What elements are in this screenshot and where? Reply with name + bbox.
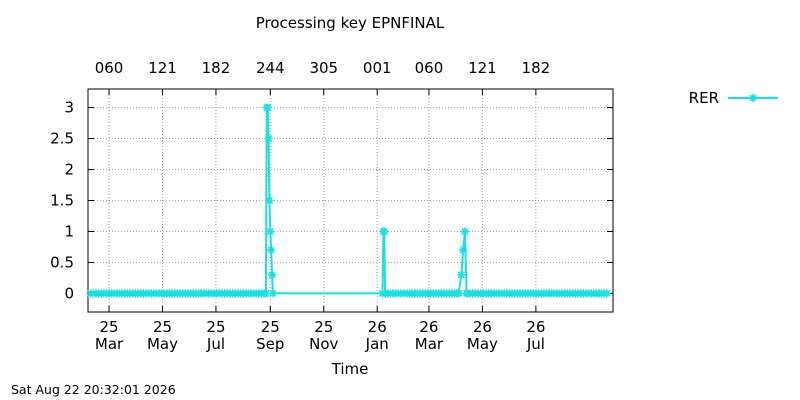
x-tick-label-month: Mar xyxy=(95,335,124,353)
x-tick-label-month: Jul xyxy=(206,335,225,353)
data-point-rer xyxy=(261,289,270,298)
x-tick-label-month: Mar xyxy=(415,335,444,353)
x2-tick-label-doy: 060 xyxy=(415,59,444,77)
y-tick-label: 0.5 xyxy=(50,253,74,271)
x-tick-label-month: Jul xyxy=(526,335,545,353)
x2-tick-label-doy: 001 xyxy=(363,59,392,77)
data-point-rer xyxy=(268,289,277,298)
data-point-rer xyxy=(460,227,469,236)
x2-tick-label-doy: 244 xyxy=(256,59,285,77)
data-point-rer xyxy=(266,227,275,236)
data-point-rer xyxy=(265,196,274,205)
x-tick-label-year: 25 xyxy=(153,318,172,336)
y-tick-label: 1.5 xyxy=(50,192,74,210)
x-tick-label-year: 26 xyxy=(419,318,438,336)
grid-lines xyxy=(88,89,613,312)
x-axis-label: Time xyxy=(331,360,369,378)
x-tick-label-year: 25 xyxy=(261,318,280,336)
data-point-rer xyxy=(267,246,276,255)
x2-tick-label-doy: 182 xyxy=(202,59,231,77)
y-tick-label: 2.5 xyxy=(50,130,74,148)
x-tick-label-year: 25 xyxy=(206,318,225,336)
y-tick-label: 1 xyxy=(64,222,74,240)
x-tick-label-year: 26 xyxy=(526,318,545,336)
x2-tick-label-doy: 121 xyxy=(468,59,497,77)
data-point-rer xyxy=(268,270,277,279)
timestamp-footer: Sat Aug 22 20:32:01 2026 xyxy=(11,382,176,397)
x-tick-label-month: Sep xyxy=(256,335,284,353)
x-tick-label-year: 25 xyxy=(99,318,118,336)
y-tick-label: 3 xyxy=(64,99,74,117)
data-point-rer xyxy=(459,246,468,255)
x2-tick-label-doy: 121 xyxy=(148,59,177,77)
x-tick-label-month: May xyxy=(147,335,178,353)
axis-ticks: 00.511.522.5325Mar06025May12125Jul18225S… xyxy=(50,59,613,353)
data-point-rer xyxy=(454,289,463,298)
data-point-rer xyxy=(264,134,273,143)
x-tick-label-month: May xyxy=(467,335,498,353)
legend-label-rer: RER xyxy=(689,89,719,107)
data-point-rer xyxy=(263,103,272,112)
legend: RER xyxy=(689,89,778,107)
x-tick-label-year: 26 xyxy=(368,318,387,336)
x-tick-label-year: 25 xyxy=(314,318,333,336)
x2-tick-label-doy: 305 xyxy=(309,59,338,77)
x-tick-label-month: Jan xyxy=(365,335,389,353)
data-point-rer xyxy=(380,227,389,236)
chart-title: Processing key EPNFINAL xyxy=(255,14,445,32)
x-tick-label-month: Nov xyxy=(309,335,338,353)
y-tick-label: 2 xyxy=(64,161,74,179)
x2-tick-label-doy: 182 xyxy=(522,59,551,77)
x-tick-label-year: 26 xyxy=(473,318,492,336)
data-point-rer xyxy=(602,289,611,298)
series-rer xyxy=(86,94,757,298)
data-point-rer xyxy=(457,270,466,279)
x2-tick-label-doy: 060 xyxy=(95,59,124,77)
y-tick-label: 0 xyxy=(64,284,74,302)
